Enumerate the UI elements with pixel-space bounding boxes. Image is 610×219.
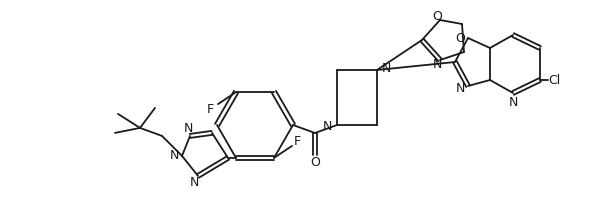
Text: N: N	[432, 58, 442, 71]
Text: N: N	[508, 97, 518, 110]
Text: O: O	[455, 32, 465, 44]
Text: N: N	[382, 62, 392, 74]
Text: O: O	[310, 157, 320, 170]
Text: N: N	[189, 177, 199, 189]
Text: O: O	[432, 11, 442, 23]
Text: F: F	[293, 135, 301, 148]
Text: N: N	[323, 120, 332, 134]
Text: F: F	[206, 102, 213, 116]
Text: N: N	[455, 81, 465, 95]
Text: Cl: Cl	[548, 74, 560, 87]
Text: N: N	[184, 122, 193, 135]
Text: N: N	[170, 149, 179, 162]
